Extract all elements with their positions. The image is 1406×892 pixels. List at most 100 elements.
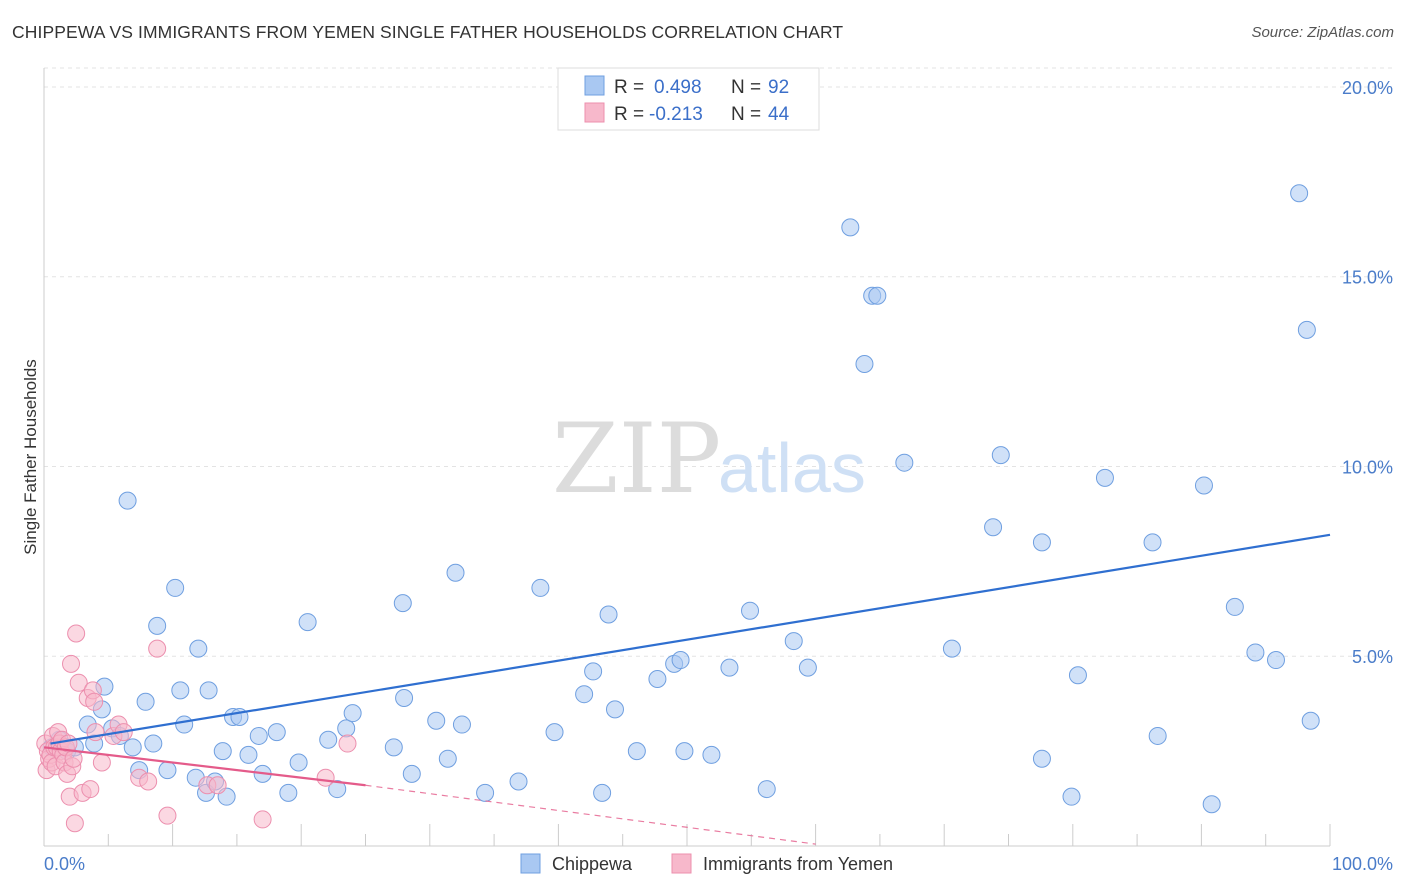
data-point bbox=[599, 605, 618, 624]
data-point bbox=[171, 681, 190, 700]
data-point bbox=[757, 780, 776, 799]
data-point bbox=[343, 704, 362, 723]
data-point bbox=[1068, 666, 1087, 685]
data-point bbox=[476, 783, 495, 802]
data-point bbox=[92, 753, 111, 772]
data-point bbox=[1032, 749, 1051, 768]
data-point bbox=[316, 768, 335, 787]
data-point bbox=[1225, 597, 1244, 616]
data-point bbox=[144, 734, 163, 753]
data-point bbox=[702, 745, 721, 764]
data-point bbox=[720, 658, 739, 677]
data-point bbox=[1062, 787, 1081, 806]
data-point bbox=[1290, 184, 1309, 203]
legend-r-value-chippewa: 0.498 bbox=[654, 77, 702, 98]
data-point bbox=[1095, 468, 1114, 487]
data-point bbox=[189, 639, 208, 658]
data-point bbox=[509, 772, 528, 791]
y-axis-label: Single Father Households bbox=[21, 359, 40, 555]
legend-r-label-chippewa: R = bbox=[614, 77, 644, 98]
trend-line-extension-yemen bbox=[365, 784, 816, 845]
data-point bbox=[158, 806, 177, 825]
data-point bbox=[199, 681, 218, 700]
data-point bbox=[427, 711, 446, 730]
data-point bbox=[675, 742, 694, 761]
legend-n-value-chippewa: 92 bbox=[768, 77, 789, 98]
legend-r-label-yemen: R = bbox=[614, 104, 644, 125]
source-label: Source: ZipAtlas.com bbox=[1251, 24, 1394, 41]
data-point bbox=[289, 753, 308, 772]
data-point bbox=[1143, 533, 1162, 552]
data-point bbox=[338, 734, 357, 753]
grid-lines bbox=[44, 67, 1392, 657]
data-point bbox=[648, 670, 667, 689]
data-point bbox=[328, 780, 347, 799]
data-point bbox=[148, 639, 167, 658]
data-point bbox=[1194, 476, 1213, 495]
x-tick-label-max: 100.0% bbox=[1332, 854, 1393, 874]
y-tick-label: 10.0% bbox=[1342, 457, 1393, 477]
data-point bbox=[855, 355, 874, 374]
data-point bbox=[798, 658, 817, 677]
y-tick-label: 5.0% bbox=[1352, 647, 1393, 667]
legend: R = 0.498 N = 92 R = -0.213 N = 44 bbox=[557, 67, 820, 131]
data-point bbox=[545, 723, 564, 742]
data-point bbox=[267, 723, 286, 742]
data-point bbox=[81, 780, 100, 799]
trend-lines bbox=[43, 533, 1331, 845]
data-point bbox=[208, 776, 227, 795]
data-point bbox=[64, 749, 83, 768]
data-point bbox=[69, 673, 88, 692]
data-point bbox=[1202, 795, 1221, 814]
legend-swatch-chippewa bbox=[584, 75, 605, 96]
legend-swatch-yemen bbox=[584, 102, 605, 123]
data-point bbox=[166, 578, 185, 597]
data-point bbox=[139, 772, 158, 791]
data-point bbox=[67, 624, 86, 643]
data-point bbox=[452, 715, 471, 734]
x-ticks bbox=[107, 824, 1331, 846]
data-point bbox=[279, 783, 298, 802]
x-tick-label-min: 0.0% bbox=[44, 854, 85, 874]
bottom-legend-swatch-yemen bbox=[671, 853, 692, 874]
y-tick-label: 20.0% bbox=[1342, 78, 1393, 98]
data-point bbox=[402, 764, 421, 783]
data-point bbox=[239, 745, 258, 764]
data-point bbox=[1297, 320, 1316, 339]
data-point bbox=[148, 616, 167, 635]
trend-line-yemen bbox=[43, 746, 366, 787]
data-point bbox=[942, 639, 961, 658]
data-point bbox=[123, 738, 142, 757]
data-point bbox=[249, 726, 268, 745]
data-point bbox=[175, 715, 194, 734]
watermark: ZIP atlas bbox=[552, 403, 866, 515]
data-point bbox=[868, 286, 887, 305]
data-point bbox=[1246, 643, 1265, 662]
data-point bbox=[253, 810, 272, 829]
data-point bbox=[841, 218, 860, 237]
data-point bbox=[1266, 651, 1285, 670]
legend-n-value-yemen: 44 bbox=[768, 104, 790, 125]
legend-n-label-chippewa: N = bbox=[731, 77, 761, 98]
data-point bbox=[85, 692, 104, 711]
data-point bbox=[62, 654, 81, 673]
data-point bbox=[605, 700, 624, 719]
data-point bbox=[1032, 533, 1051, 552]
watermark-atlas: atlas bbox=[718, 429, 866, 507]
data-point bbox=[741, 601, 760, 620]
data-point bbox=[438, 749, 457, 768]
bottom-legend-label-chippewa: Chippewa bbox=[552, 854, 633, 874]
data-point bbox=[384, 738, 403, 757]
data-point bbox=[984, 518, 1003, 537]
bottom-legend-swatch-chippewa bbox=[520, 853, 541, 874]
data-point bbox=[319, 730, 338, 749]
data-point bbox=[446, 563, 465, 582]
data-point bbox=[531, 578, 550, 597]
data-point bbox=[1301, 711, 1320, 730]
data-point bbox=[584, 662, 603, 681]
data-point bbox=[593, 783, 612, 802]
data-point bbox=[991, 446, 1010, 465]
legend-r-value-yemen: -0.213 bbox=[649, 104, 703, 125]
data-point bbox=[627, 742, 646, 761]
